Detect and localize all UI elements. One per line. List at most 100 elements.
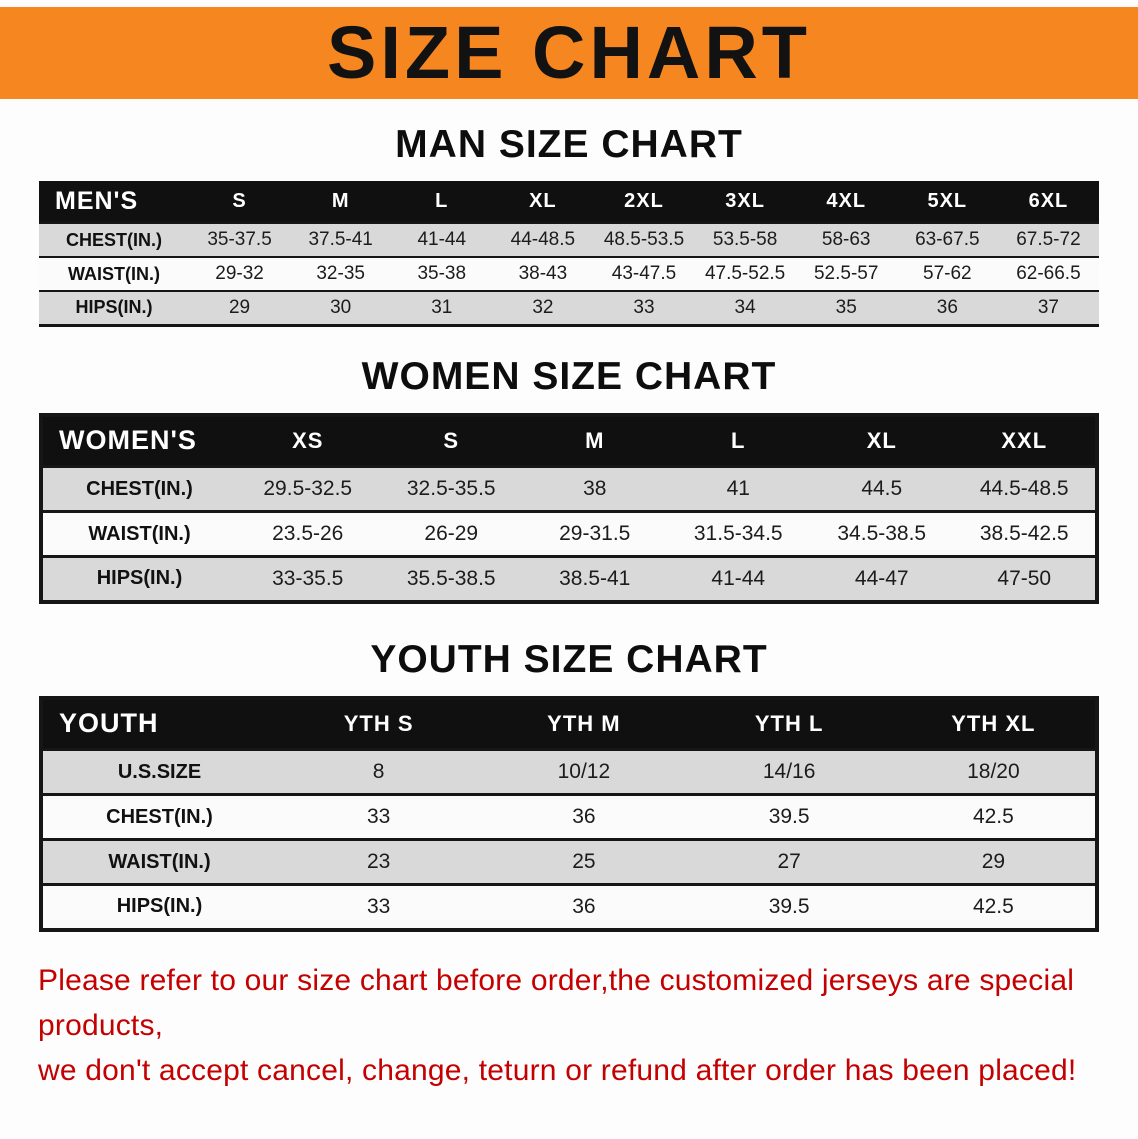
size-header-cell: 4XL xyxy=(826,190,867,212)
women-section-heading: WOMEN SIZE CHART xyxy=(361,354,777,398)
table-title-cell: YOUTH xyxy=(59,708,159,739)
size-value-cell: 36 xyxy=(572,805,596,828)
table-row: U.S.SIZE 8 10/12 14/16 18/20 xyxy=(41,749,1097,795)
size-value-cell: 35-37.5 xyxy=(207,229,272,250)
size-value-cell: 42.5 xyxy=(972,894,1014,918)
size-value-cell: 8 xyxy=(372,760,385,783)
size-value-cell: 33 xyxy=(366,805,391,828)
table-row: CHEST(IN.) 29.5-32.5 32.5-35.5 38 41 44.5 44.5… xyxy=(41,466,1097,512)
size-value-cell: 53.5-58 xyxy=(712,229,778,250)
row-label-cell: HIPS(IN.) xyxy=(75,297,153,318)
size-value-cell: 57-62 xyxy=(923,263,972,284)
row-label-cell: WAIST(IN.) xyxy=(88,522,191,545)
size-value-cell: 44-48.5 xyxy=(510,229,576,250)
disclaimer-line-1: Please refer to our size chart before or… xyxy=(38,963,1075,1042)
men-size-table: MEN'S S M L XL 2XL 3XL 4XL 5XL 6XL CHEST(IN.) 35-37… xyxy=(39,181,1099,327)
size-value-cell: 31 xyxy=(431,296,453,318)
size-value-cell: 38.5-41 xyxy=(559,566,631,590)
row-label-cell: HIPS(IN.) xyxy=(116,895,203,918)
size-value-cell: 33 xyxy=(633,296,655,318)
size-header-cell: YTH S xyxy=(343,710,414,736)
size-header-cell: L xyxy=(435,190,449,212)
size-header-cell: S xyxy=(232,190,247,212)
table-header-row: WOMEN'S XS S M L XL XXL xyxy=(41,414,1097,467)
size-value-cell: 58-63 xyxy=(821,229,871,250)
size-chart-banner: SIZE CHART xyxy=(0,7,1138,99)
size-header-cell: XL xyxy=(529,190,557,212)
size-value-cell: 34.5-38.5 xyxy=(837,522,927,545)
size-value-cell: 35 xyxy=(835,296,857,318)
size-header-cell: L xyxy=(731,427,746,453)
size-value-cell: 47-50 xyxy=(997,566,1052,590)
row-label-cell: U.S.SIZE xyxy=(117,760,202,783)
disclaimer-line-2: we don't accept cancel, change, teturn o… xyxy=(38,1053,1077,1087)
size-value-cell: 29 xyxy=(981,850,1006,873)
size-header-cell: XXL xyxy=(1001,427,1048,453)
women-size-section: WOMEN SIZE CHART WOMEN'S XS S M L XL XXL CHEST(… xyxy=(0,355,1138,604)
table-row: CHEST(IN.) 33 36 39.5 42.5 xyxy=(41,794,1097,840)
row-label-cell: CHEST(IN.) xyxy=(86,477,193,500)
table-row: HIPS(IN.) 33 36 39.5 42.5 xyxy=(41,884,1097,930)
size-header-cell: 3XL xyxy=(725,190,765,212)
size-value-cell: 29 xyxy=(228,296,251,318)
row-label-cell: WAIST(IN.) xyxy=(108,850,211,873)
size-value-cell: 63-67.5 xyxy=(915,229,980,250)
banner-title: SIZE CHART xyxy=(327,11,811,94)
size-header-cell: M xyxy=(331,190,350,212)
size-value-cell: 41-44 xyxy=(417,229,467,250)
size-value-cell: 23 xyxy=(366,850,391,873)
table-header-row: YOUTH YTH S YTH M YTH L YTH XL xyxy=(41,697,1097,750)
size-value-cell: 38-43 xyxy=(518,263,568,284)
size-value-cell: 23.5-26 xyxy=(272,522,344,545)
size-value-cell: 10/12 xyxy=(557,760,611,783)
size-value-cell: 44.5-48.5 xyxy=(979,477,1069,500)
size-value-cell: 39.5 xyxy=(768,894,810,918)
size-value-cell: 52.5-57 xyxy=(813,263,879,284)
table-row: WAIST(IN.) 23.5-26 26-29 29-31.5 31.5-34.5 34… xyxy=(41,511,1097,557)
table-row: HIPS(IN.) 29 30 31 32 33 34 35 36 37 xyxy=(39,291,1099,325)
size-value-cell: 27 xyxy=(777,850,801,873)
table-title-cell: MEN'S xyxy=(55,187,139,215)
women-size-table: WOMEN'S XS S M L XL XXL CHEST(IN.) 29.5-32.5 32.5… xyxy=(39,412,1099,604)
men-section-heading: MAN SIZE CHART xyxy=(395,123,743,166)
size-value-cell: 38 xyxy=(583,477,607,500)
table-row: WAIST(IN.) 23 25 27 29 xyxy=(41,839,1097,885)
size-value-cell: 34 xyxy=(734,296,756,318)
youth-size-table: YOUTH YTH S YTH M YTH L YTH XL U.S.SIZE 8 10/12… xyxy=(39,695,1099,932)
size-value-cell: 29.5-32.5 xyxy=(263,477,353,500)
youth-size-section: YOUTH SIZE CHART YOUTH YTH S YTH M YTH L YTH… xyxy=(0,638,1138,932)
table-row: HIPS(IN.) 33-35.5 35.5-38.5 38.5-41 41-44 44-… xyxy=(41,556,1097,602)
size-value-cell: 30 xyxy=(330,296,352,318)
size-header-cell: 6XL xyxy=(1028,190,1069,212)
size-value-cell: 38.5-42.5 xyxy=(979,522,1069,545)
row-label-cell: CHEST(IN.) xyxy=(106,805,213,828)
size-value-cell: 37.5-41 xyxy=(308,229,373,250)
size-value-cell: 33-35.5 xyxy=(272,566,344,590)
size-value-cell: 29-31.5 xyxy=(559,522,631,545)
size-value-cell: 32.5-35.5 xyxy=(406,477,496,500)
size-value-cell: 41 xyxy=(726,477,750,500)
disclaimer: Please refer to our size chart before or… xyxy=(38,958,1100,1093)
size-value-cell: 35-38 xyxy=(417,263,467,284)
table-title-cell: WOMEN'S xyxy=(59,425,197,456)
size-value-cell: 33 xyxy=(366,894,391,918)
table-row: CHEST(IN.) 35-37.5 37.5-41 41-44 44-48.5 48.5… xyxy=(39,223,1099,257)
size-value-cell: 42.5 xyxy=(972,805,1014,828)
size-value-cell: 62-66.5 xyxy=(1016,263,1081,284)
size-value-cell: 48.5-53.5 xyxy=(603,229,685,250)
size-value-cell: 43-47.5 xyxy=(611,263,677,284)
men-size-section: MAN SIZE CHART MEN'S S M L XL 2XL 3XL 4XL 5XL 6XL… xyxy=(0,123,1138,327)
size-header-cell: XL xyxy=(866,427,897,453)
size-value-cell: 32-35 xyxy=(316,263,365,284)
size-value-cell: 44.5 xyxy=(861,477,903,500)
size-value-cell: 39.5 xyxy=(768,805,810,828)
size-value-cell: 29-32 xyxy=(215,263,264,284)
size-value-cell: 14/16 xyxy=(762,760,816,783)
size-value-cell: 44-47 xyxy=(854,566,909,590)
row-label-cell: HIPS(IN.) xyxy=(96,567,183,590)
size-value-cell: 35.5-38.5 xyxy=(406,566,496,590)
size-value-cell: 67.5-72 xyxy=(1016,229,1081,250)
size-value-cell: 37 xyxy=(1037,296,1059,318)
size-header-cell: YTH M xyxy=(547,710,621,736)
row-label-cell: WAIST(IN.) xyxy=(68,263,160,284)
